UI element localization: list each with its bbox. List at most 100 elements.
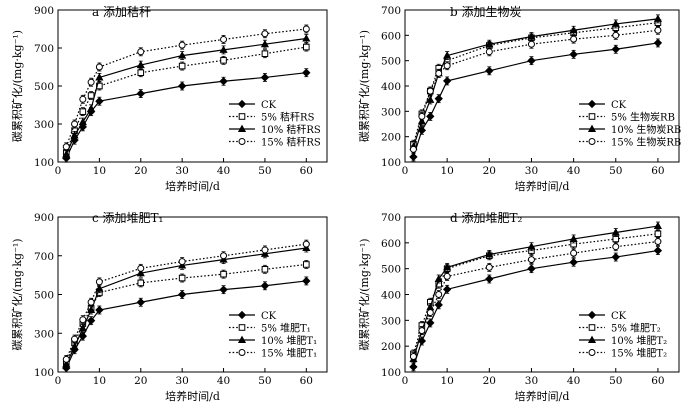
data-point [611, 252, 620, 262]
data-point [569, 50, 578, 59]
series-line [412, 18, 658, 147]
legend-marker [588, 138, 596, 145]
data-point [302, 68, 311, 77]
y-tick-label: 700 [34, 43, 54, 55]
data-point [612, 243, 620, 251]
y-tick-label: 100 [34, 367, 54, 379]
data-point [136, 60, 145, 69]
legend-label: 5% 秸秆RS [261, 111, 315, 124]
legend-label: 10% 生物炭RB [611, 123, 681, 136]
data-point [527, 242, 536, 250]
y-tick-label: 300 [34, 328, 54, 340]
x-tick-label: 60 [651, 165, 664, 177]
y-tick-label: 500 [34, 290, 54, 302]
series-line [412, 29, 658, 150]
panel-title: c 添加堆肥T₁ [92, 211, 163, 225]
data-point [485, 263, 493, 271]
y-tick-label: 700 [381, 212, 401, 224]
data-point [261, 246, 269, 254]
legend-label: CK [261, 311, 277, 322]
legend-label: CK [611, 311, 627, 322]
legend-label: CK [261, 100, 277, 111]
x-tick-label: 30 [175, 165, 188, 177]
data-point [95, 97, 104, 106]
data-point [79, 316, 87, 324]
data-point [177, 81, 187, 91]
x-tick-label: 20 [483, 375, 496, 387]
data-point [136, 89, 145, 98]
y-tick-label: 500 [381, 56, 401, 68]
y-tick-label: 900 [34, 212, 54, 224]
data-point [95, 73, 104, 81]
data-point [527, 264, 536, 273]
data-point [79, 108, 87, 115]
data-point [178, 258, 186, 266]
data-point [302, 25, 310, 33]
x-axis-title: 培养时间/d [515, 389, 570, 403]
data-point [95, 63, 103, 71]
data-point [527, 56, 536, 65]
data-point [71, 335, 79, 343]
x-tick-label: 0 [402, 375, 409, 387]
chart-panel-2: 0 10 20 30 40 50 60 100 200 300 400 500 600 700 培养时间/d… [357, 5, 681, 193]
y-tick-label: 300 [34, 119, 54, 131]
y-tick-label: 100 [381, 157, 401, 169]
series-line [412, 249, 659, 368]
x-tick-label: 10 [93, 375, 106, 387]
y-tick-label: 700 [34, 251, 54, 263]
data-point [220, 270, 227, 278]
legend-marker [238, 138, 246, 145]
data-point [220, 57, 227, 64]
x-tick-label: 60 [300, 165, 313, 177]
series-line [412, 233, 658, 355]
series-line [65, 243, 307, 360]
y-axis-title: 碳累积矿化/(mg·kg⁻¹) [357, 30, 371, 142]
data-point [137, 264, 145, 272]
x-tick-label: 50 [258, 375, 271, 387]
series-4 [409, 25, 662, 154]
x-tick-label: 0 [402, 165, 409, 177]
series-line [65, 247, 307, 365]
data-point [137, 69, 145, 77]
series-line [65, 37, 307, 155]
data-point [443, 272, 451, 280]
data-point [527, 40, 535, 48]
y-tick-label: 300 [381, 106, 401, 118]
y-tick-label: 600 [381, 238, 401, 250]
data-point [79, 95, 87, 103]
x-tick-label: 0 [55, 165, 62, 177]
data-point [178, 274, 186, 282]
data-point [302, 34, 311, 42]
data-point [303, 43, 310, 51]
data-point [570, 249, 578, 257]
x-tick-label: 30 [175, 375, 188, 387]
data-point [653, 221, 662, 230]
data-point [78, 117, 87, 126]
y-tick-label: 700 [381, 5, 401, 17]
data-point [611, 228, 620, 236]
data-point [653, 246, 663, 255]
data-point [435, 69, 443, 77]
x-tick-label: 30 [525, 375, 538, 387]
data-point [87, 92, 95, 99]
legend-marker [237, 99, 247, 109]
x-tick-label: 60 [300, 375, 313, 387]
data-point [569, 258, 578, 267]
data-point [409, 152, 418, 162]
data-point [426, 95, 435, 103]
legend-label: 10% 堆肥T₁ [261, 335, 317, 347]
legend-marker [587, 124, 597, 133]
chart-panel-4: 0 10 20 30 40 50 60 100 200 300 400 500 600 700 培养时间/d… [357, 211, 680, 403]
data-point [418, 112, 426, 120]
x-tick-label: 40 [217, 375, 230, 387]
y-axis-title: 碳累积矿化/(mg·kg⁻¹) [10, 30, 24, 142]
x-tick-label: 50 [258, 165, 271, 177]
chart-panel-1: 0 10 20 30 40 50 60 100 300 500 700 900 培养时间/d 碳累积矿化/… [10, 5, 328, 193]
data-point [612, 31, 620, 39]
data-point [136, 298, 145, 307]
